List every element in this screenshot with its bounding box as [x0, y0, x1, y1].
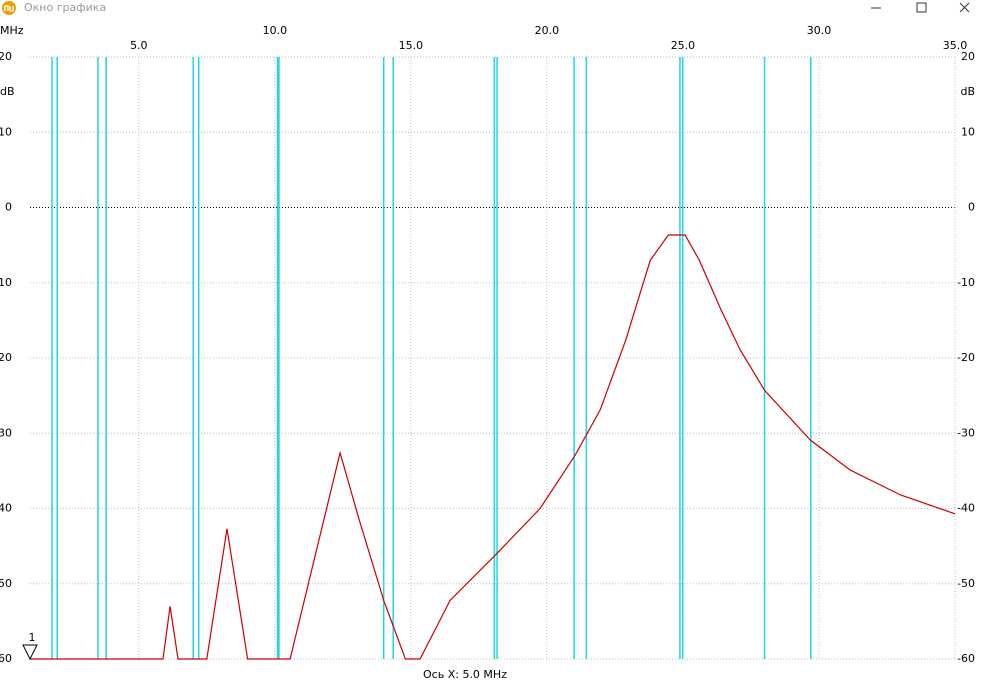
app-icon-glyph — [4, 5, 14, 12]
y-tick-label-left: -60 — [0, 652, 12, 665]
y-unit-right: dB — [960, 85, 975, 98]
app-icon — [2, 1, 16, 15]
window-title: Окно графика — [24, 1, 106, 14]
y-tick-label-right: -50 — [957, 577, 975, 590]
y-tick-label-left: -40 — [0, 502, 12, 515]
y-tick-label-right: 10 — [961, 125, 975, 138]
y-unit-left: dB — [0, 85, 15, 98]
y-tick-label-right: -10 — [957, 276, 975, 289]
y-tick-label-right: -40 — [957, 502, 975, 515]
x-tick-label: 5.0 — [130, 39, 148, 52]
plot: 20 20 10 10 0 0 -10 -10 -20 -20 -30 -30 -40 -40 -50 -50… — [0, 24, 975, 665]
x-axis-footer: Ось X: 5.0 MHz — [423, 668, 507, 681]
marker-label: 1 — [29, 631, 36, 644]
x-tick-label: 15.0 — [399, 39, 424, 52]
y-tick-label-right: 0 — [968, 201, 975, 214]
x-unit: MHz — [0, 24, 24, 37]
x-tick-label: 20.0 — [535, 24, 560, 37]
marker-triangle — [22, 644, 38, 661]
y-tick-label-left: -20 — [0, 351, 12, 364]
x-tick-label: 30.0 — [807, 24, 832, 37]
maximize-button[interactable] — [916, 2, 927, 13]
y-tick-label-left: -30 — [0, 426, 12, 439]
y-tick-label-left: 0 — [5, 201, 12, 214]
y-tick-label-right: -20 — [957, 351, 975, 364]
y-tick-label-left: 10 — [0, 125, 12, 138]
close-button[interactable] — [959, 2, 970, 13]
title-bar — [0, 0, 985, 17]
x-tick-label: 35.0 — [943, 39, 968, 52]
y-tick-label-right: -60 — [957, 652, 975, 665]
y-tick-label-left: -50 — [0, 577, 12, 590]
x-tick-label: 25.0 — [671, 39, 696, 52]
y-tick-label-right: -30 — [957, 426, 975, 439]
y-tick-label-left: 20 — [0, 50, 12, 63]
response-curve — [30, 234, 956, 660]
y-tick-label-right: 20 — [961, 50, 975, 63]
y-tick-label-left: -10 — [0, 276, 12, 289]
x-tick-label: 10.0 — [263, 24, 288, 37]
